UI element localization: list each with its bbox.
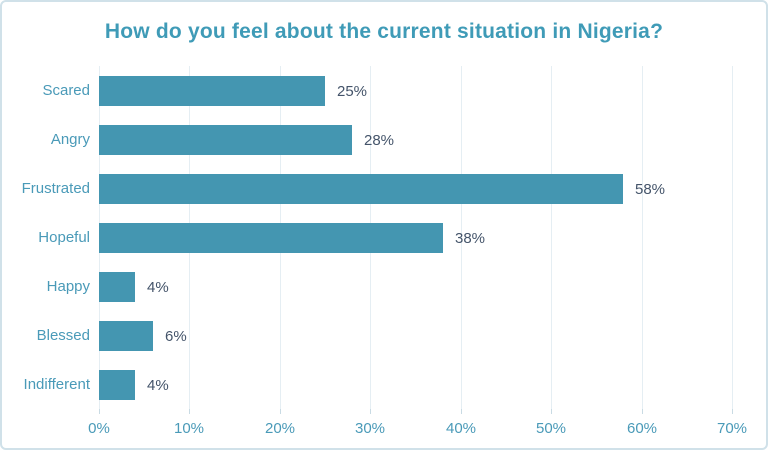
category-label-angry: Angry [50,131,90,148]
data-label-indifferent: 4% [147,377,169,394]
x-tick-mark-60 [642,409,643,414]
data-label-angry: 28% [364,132,395,149]
x-tick-label-30: 30% [354,420,386,437]
category-label-indifferent: Indifferent [23,376,90,393]
gridline-60 [642,66,643,409]
chart-title: How do you feel about the current situat… [104,20,664,43]
bar-scared [99,76,325,106]
x-tick-label-0: 0% [88,420,110,437]
category-label-scared: Scared [42,82,90,99]
x-tick-label-50: 50% [535,420,567,437]
data-label-blessed: 6% [165,328,187,345]
data-label-scared: 25% [337,83,368,100]
x-tick-mark-30 [370,409,371,414]
plot-area: 0% 10% 20% 30% 40% 50% 60% 70% 25% 28% 58% 38% 4% 6% 4… [88,66,747,437]
x-tick-label-10: 10% [173,420,205,437]
category-label-blessed: Blessed [36,327,90,344]
data-label-hopeful: 38% [455,230,486,247]
x-tick-mark-10 [189,409,190,414]
x-tick-label-60: 60% [626,420,658,437]
x-tick-mark-20 [280,409,281,414]
bar-angry [99,125,352,155]
bar-blessed [99,321,153,351]
x-tick-label-70: 70% [716,420,748,437]
gridline-40 [461,66,462,409]
bar-indifferent [99,370,135,400]
bar-happy [99,272,135,302]
gridline-50 [551,66,552,409]
x-tick-label-20: 20% [264,420,296,437]
gridline-70 [732,66,733,409]
data-label-frustrated: 58% [635,181,666,198]
x-tick-label-40: 40% [445,420,477,437]
x-tick-mark-0 [99,409,100,414]
x-tick-mark-50 [551,409,552,414]
bar-frustrated [99,174,623,204]
bar-hopeful [99,223,443,253]
x-tick-mark-40 [461,409,462,414]
category-label-frustrated: Frustrated [21,180,90,197]
x-tick-mark-70 [732,409,733,414]
data-label-happy: 4% [147,279,169,296]
category-label-hopeful: Hopeful [38,229,90,246]
category-label-happy: Happy [46,278,90,295]
